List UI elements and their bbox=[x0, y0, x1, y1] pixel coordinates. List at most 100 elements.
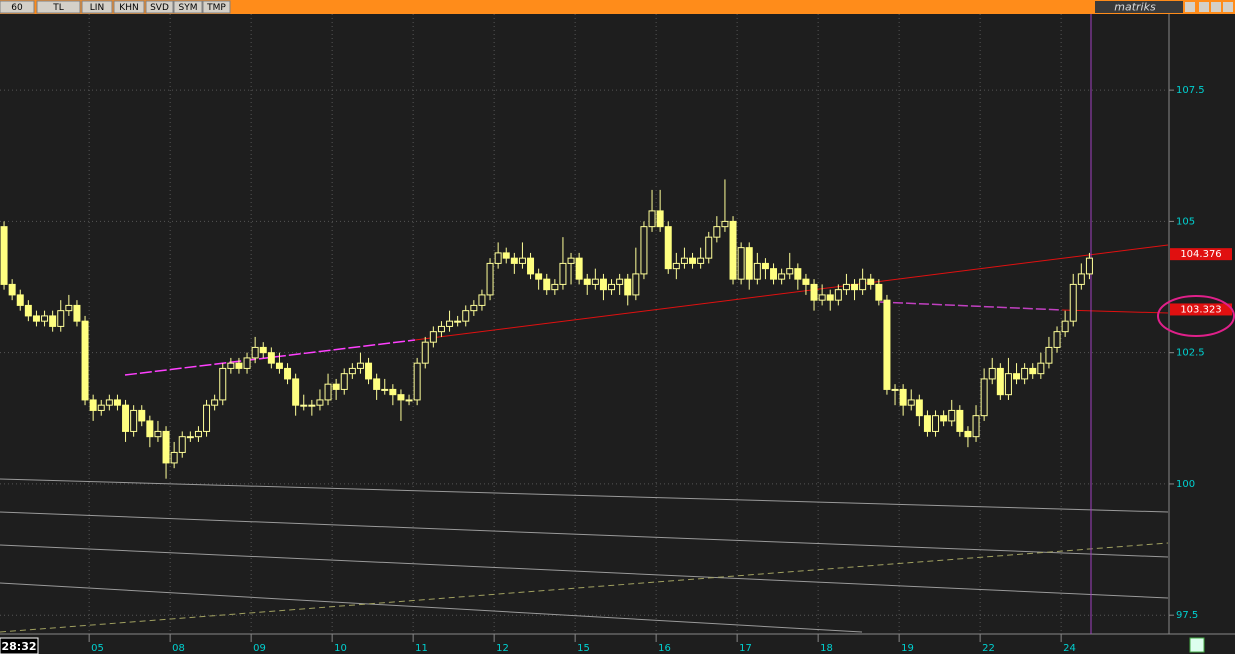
x-tick-label: 11 bbox=[415, 643, 428, 654]
candle-body bbox=[923, 415, 931, 432]
candle-body bbox=[1045, 346, 1053, 364]
candle-body bbox=[332, 383, 340, 390]
x-tick-label: 09 bbox=[253, 643, 266, 654]
toolbar-button[interactable] bbox=[113, 0, 145, 14]
candle-body bbox=[275, 362, 283, 369]
candle-body bbox=[899, 388, 907, 406]
candle-body bbox=[859, 278, 867, 291]
candle-body bbox=[356, 362, 364, 369]
candle-body bbox=[640, 226, 648, 275]
candle-body bbox=[365, 362, 373, 380]
toolbar-button[interactable] bbox=[173, 0, 203, 14]
trend-line bbox=[879, 301, 1063, 311]
candle-body bbox=[146, 420, 154, 438]
candle-body bbox=[446, 320, 454, 327]
candle-body bbox=[8, 283, 16, 296]
toolbar-button-label: LIN bbox=[90, 3, 104, 13]
candle-body bbox=[41, 315, 49, 322]
grid: 97.5 100 102.5 105 107.5 05 08 09 10 11 12 15 16 17 18… bbox=[0, 14, 1205, 654]
candle-body bbox=[219, 367, 227, 401]
toolbar-button-label: SVD bbox=[150, 3, 169, 13]
candle-body bbox=[97, 404, 105, 411]
candle-body bbox=[559, 262, 567, 285]
price-label-box bbox=[1170, 248, 1232, 261]
toolbar-button[interactable] bbox=[36, 0, 81, 14]
candle-body bbox=[616, 278, 624, 285]
candle-body bbox=[891, 388, 899, 391]
candle-body bbox=[154, 430, 162, 438]
candle-body bbox=[721, 220, 729, 228]
candle-body bbox=[178, 436, 186, 453]
trend-line bbox=[1061, 309, 1169, 314]
candle-body bbox=[324, 383, 332, 401]
minimize-button[interactable] bbox=[1199, 2, 1209, 12]
candle-body bbox=[162, 430, 170, 464]
candle-body bbox=[284, 367, 292, 380]
toolbar-button-label: TMP bbox=[206, 3, 226, 13]
candle-body bbox=[1077, 273, 1085, 285]
candle-body bbox=[0, 226, 8, 285]
toolbar-button[interactable] bbox=[81, 0, 113, 14]
candle-body bbox=[883, 299, 891, 390]
candle-body bbox=[535, 273, 543, 280]
x-tick-label: 16 bbox=[658, 643, 671, 654]
candle-body bbox=[170, 451, 178, 464]
time-box bbox=[0, 637, 39, 654]
candle-body bbox=[24, 304, 32, 317]
candle-body bbox=[194, 430, 202, 438]
dashed-line bbox=[0, 542, 1169, 633]
candle-body bbox=[1061, 320, 1069, 333]
restore-button[interactable] bbox=[1211, 2, 1221, 12]
candle-body bbox=[105, 399, 113, 406]
candle-body bbox=[656, 210, 664, 228]
candle-body bbox=[729, 220, 737, 280]
candle-body bbox=[259, 346, 267, 354]
candle-body bbox=[753, 262, 761, 280]
candle-body bbox=[802, 278, 810, 285]
x-tick-label: 22 bbox=[982, 643, 995, 654]
candle-body bbox=[624, 278, 632, 296]
toolbar-button-label: KHN bbox=[119, 3, 138, 13]
candle-body bbox=[65, 304, 73, 312]
candle-body bbox=[1004, 373, 1012, 396]
candle-body bbox=[138, 409, 146, 422]
candle-body bbox=[413, 362, 421, 401]
toolbar-button[interactable] bbox=[0, 0, 35, 14]
refresh-button[interactable] bbox=[1189, 637, 1205, 653]
candle-body bbox=[778, 273, 786, 280]
candle-body bbox=[761, 262, 769, 270]
candle-body bbox=[851, 283, 859, 291]
candle-body bbox=[648, 210, 656, 228]
candle-body bbox=[1013, 373, 1021, 380]
close-button[interactable] bbox=[1223, 2, 1233, 12]
candle-body bbox=[130, 409, 138, 432]
time: 28:32 bbox=[1, 640, 36, 653]
toolbar-button[interactable] bbox=[202, 0, 231, 14]
candle-body bbox=[697, 257, 705, 264]
candle-body bbox=[543, 278, 551, 291]
candle-body bbox=[972, 415, 980, 438]
candle-body bbox=[81, 320, 89, 401]
toolbar-button[interactable] bbox=[145, 0, 174, 14]
candle-body bbox=[203, 404, 211, 432]
toolbar-buttons: 60 TL LIN KHN SVD SYM TMP bbox=[0, 0, 231, 14]
candle-body bbox=[340, 373, 348, 390]
candle-body bbox=[486, 262, 494, 296]
candle-body bbox=[770, 268, 778, 280]
candle-body bbox=[608, 283, 616, 291]
dropdown-button[interactable] bbox=[1185, 2, 1195, 12]
candle-body bbox=[510, 257, 518, 264]
x-tick-label: 05 bbox=[91, 643, 104, 654]
candle-body bbox=[1085, 257, 1093, 275]
candle-body bbox=[551, 283, 559, 291]
toolbar-button-label: SYM bbox=[179, 3, 198, 13]
candle-body bbox=[1021, 367, 1029, 380]
candle-body bbox=[1029, 367, 1037, 375]
candle-body bbox=[186, 436, 194, 439]
candle-body bbox=[292, 378, 300, 406]
x-tick-label: 24 bbox=[1063, 643, 1076, 654]
candle-body bbox=[632, 273, 640, 296]
candle-body bbox=[16, 294, 24, 306]
candle-body bbox=[794, 268, 802, 280]
